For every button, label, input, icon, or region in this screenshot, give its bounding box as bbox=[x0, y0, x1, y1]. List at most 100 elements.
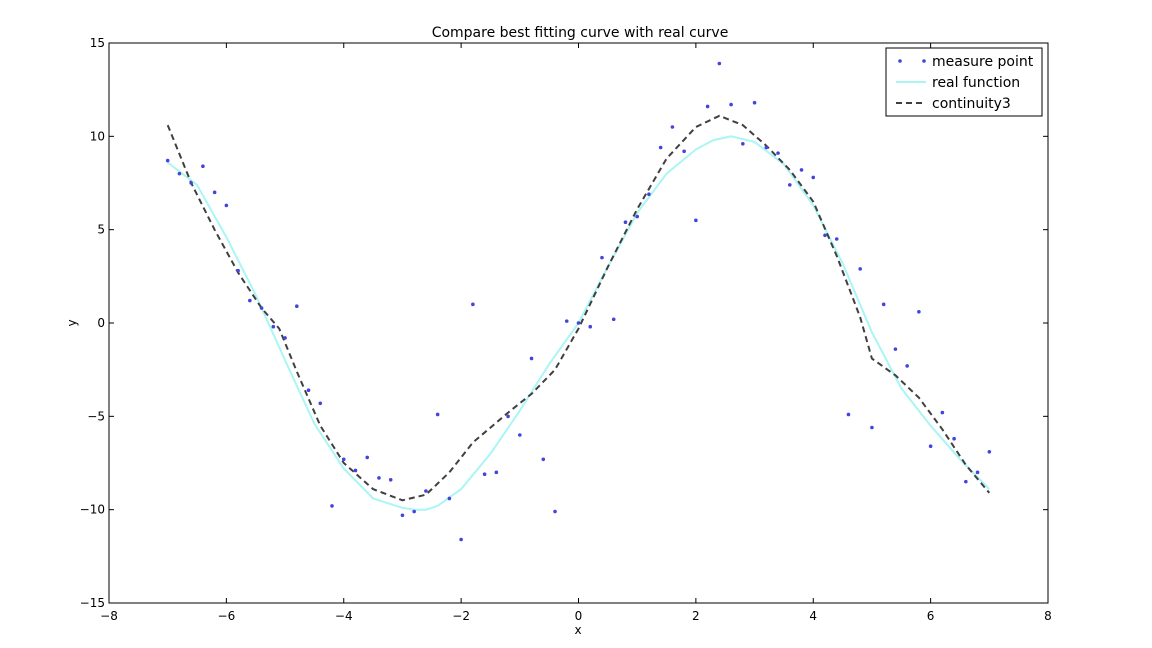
y-tick-label: 15 bbox=[90, 36, 105, 50]
legend-label: continuity3 bbox=[932, 96, 1011, 112]
measure-point bbox=[518, 433, 522, 437]
x-tick-label: 4 bbox=[809, 609, 817, 623]
measure-point bbox=[224, 203, 229, 208]
measure-point bbox=[259, 306, 264, 310]
y-axis-label: y bbox=[65, 319, 79, 326]
x-tick-label: 2 bbox=[692, 609, 700, 623]
measure-point bbox=[834, 237, 839, 241]
series-layer bbox=[165, 61, 992, 542]
legend-item: measure point bbox=[898, 54, 1034, 70]
y-tick-label: −10 bbox=[80, 503, 105, 517]
measure-point bbox=[928, 444, 933, 449]
measure-point bbox=[787, 183, 792, 187]
measure-point bbox=[881, 302, 886, 307]
measure-point bbox=[846, 412, 851, 417]
measure-point bbox=[529, 356, 534, 361]
x-tick-label: −4 bbox=[335, 609, 353, 623]
measure-point bbox=[682, 149, 686, 154]
measure-point bbox=[952, 436, 956, 441]
measure-point bbox=[189, 181, 193, 185]
measure-point bbox=[658, 145, 663, 150]
y-tick-label: 10 bbox=[90, 129, 105, 143]
measure-point bbox=[741, 142, 745, 146]
legend-item: real function bbox=[896, 75, 1020, 91]
measure-point bbox=[940, 410, 945, 415]
measure-point bbox=[964, 479, 968, 484]
measure-point bbox=[635, 214, 639, 219]
measure-point bbox=[236, 268, 240, 273]
measure-point bbox=[447, 496, 452, 501]
measure-point bbox=[987, 450, 992, 454]
y-tick-label: 0 bbox=[97, 316, 105, 330]
measure-point bbox=[564, 319, 569, 323]
x-tick-label: 8 bbox=[1044, 609, 1052, 623]
series-line-continuity3 bbox=[166, 114, 991, 502]
measure-point bbox=[248, 298, 252, 303]
x-tick-label: −8 bbox=[100, 609, 118, 623]
legend-marker bbox=[922, 59, 926, 63]
measure-point bbox=[400, 513, 405, 518]
measure-point bbox=[306, 388, 311, 393]
measure-point bbox=[412, 509, 416, 514]
measure-point bbox=[424, 489, 428, 493]
measure-point bbox=[341, 457, 346, 462]
measure-point bbox=[670, 125, 675, 129]
measure-point bbox=[611, 317, 616, 322]
measure-point bbox=[623, 220, 628, 224]
measure-point bbox=[212, 190, 217, 195]
x-axis-label: x bbox=[574, 623, 581, 637]
series-line-real-function bbox=[167, 135, 991, 511]
measure-point bbox=[295, 304, 299, 309]
y-tick-label: −5 bbox=[87, 409, 105, 423]
measure-point bbox=[776, 151, 780, 155]
measure-point bbox=[729, 102, 733, 107]
measure-point bbox=[893, 347, 898, 351]
measure-point bbox=[600, 255, 604, 260]
measure-point bbox=[459, 537, 463, 542]
measure-point bbox=[283, 336, 287, 340]
measure-point bbox=[388, 478, 393, 482]
x-tick-label: −6 bbox=[218, 609, 236, 623]
measure-point bbox=[377, 476, 381, 480]
measure-point bbox=[271, 324, 276, 329]
legend-marker bbox=[898, 59, 902, 63]
measure-point bbox=[353, 468, 358, 473]
measure-point bbox=[365, 455, 370, 460]
measure-point bbox=[752, 100, 757, 105]
measure-point bbox=[330, 504, 334, 508]
measure-point bbox=[553, 509, 557, 514]
measure-point bbox=[694, 218, 698, 223]
measure-point bbox=[823, 233, 827, 238]
measure-point bbox=[318, 401, 323, 406]
measure-point bbox=[177, 171, 182, 176]
measure-point bbox=[471, 302, 475, 307]
measure-point bbox=[764, 145, 769, 150]
measure-point bbox=[811, 175, 816, 180]
measure-point bbox=[506, 414, 510, 419]
legend-label: measure point bbox=[932, 54, 1034, 70]
measure-point bbox=[588, 324, 593, 329]
measure-point bbox=[858, 267, 862, 271]
x-tick-label: −2 bbox=[452, 609, 470, 623]
measure-point bbox=[905, 364, 909, 368]
ticks-layer: −8 −6 −4 −2 0 2 4 6 8 −15 −10 −5 0 5 10 15 bbox=[80, 36, 1052, 623]
y-tick-label: 5 bbox=[97, 223, 105, 237]
measure-point bbox=[917, 310, 921, 314]
measure-point bbox=[975, 470, 980, 475]
measure-point bbox=[717, 61, 722, 66]
measure-point bbox=[482, 472, 487, 477]
measure-point bbox=[576, 321, 581, 325]
measure-point bbox=[494, 470, 499, 475]
measure-point bbox=[799, 168, 804, 172]
chart-title: Compare best fitting curve with real cur… bbox=[432, 25, 729, 41]
measure-point bbox=[647, 192, 651, 196]
legend-item: continuity3 bbox=[896, 96, 1011, 112]
legend-label: real function bbox=[932, 75, 1020, 91]
measure-point bbox=[870, 425, 874, 430]
y-tick-label: −15 bbox=[80, 596, 105, 610]
measure-point bbox=[541, 457, 546, 462]
legend: measure point real function continuity3 bbox=[885, 47, 1043, 117]
x-tick-label: 0 bbox=[575, 609, 583, 623]
x-tick-label: 6 bbox=[927, 609, 935, 623]
